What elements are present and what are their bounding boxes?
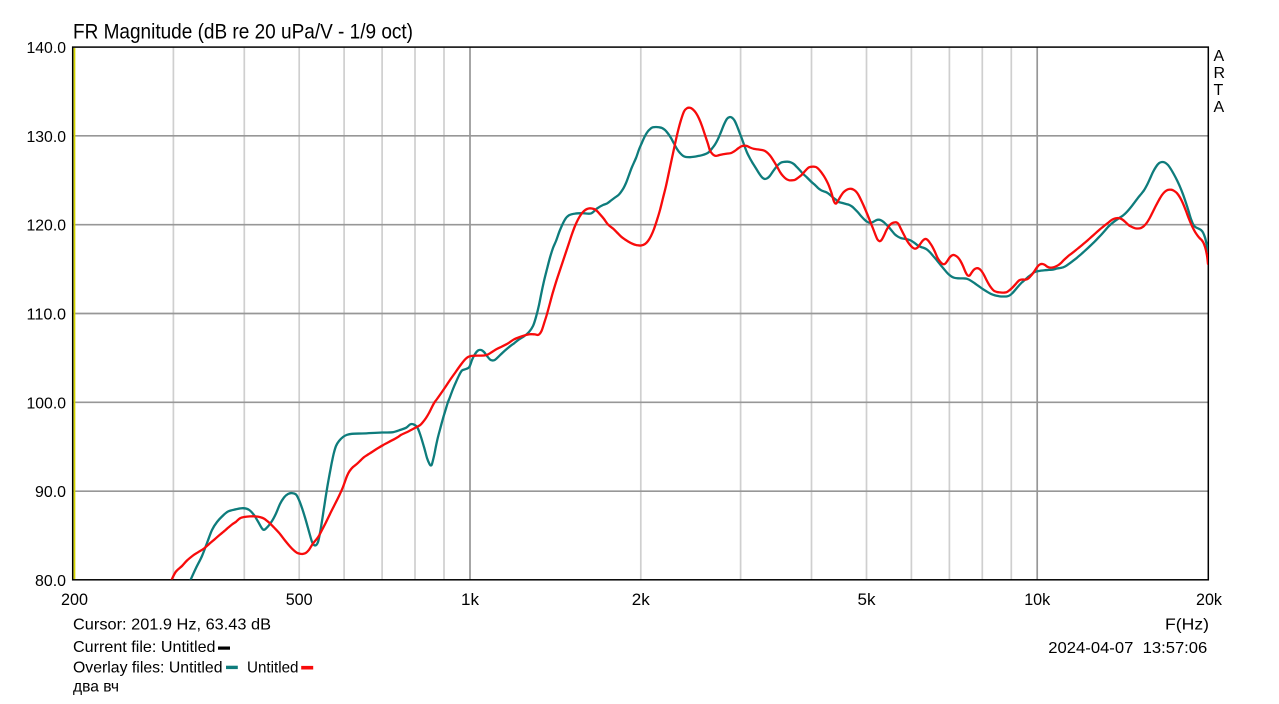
svg-text:100.0: 100.0	[27, 395, 67, 412]
svg-text:R: R	[1214, 65, 1226, 82]
svg-text:10k: 10k	[1024, 591, 1051, 609]
svg-text:130.0: 130.0	[27, 129, 67, 146]
svg-text:Overlay files: Untitled: Overlay files: Untitled	[73, 659, 223, 676]
svg-text:Cursor: 201.9 Hz, 63.43 dB: Cursor: 201.9 Hz, 63.43 dB	[73, 617, 271, 634]
svg-text:F(Hz): F(Hz)	[1165, 617, 1209, 634]
svg-text:T: T	[1214, 82, 1224, 99]
svg-text:Untitled: Untitled	[247, 659, 299, 676]
svg-text:Current file: Untitled: Current file: Untitled	[73, 639, 216, 656]
svg-text:500: 500	[286, 591, 313, 609]
svg-text:два вч: два вч	[73, 679, 119, 696]
svg-text:2k: 2k	[632, 591, 651, 609]
svg-text:20k: 20k	[1196, 591, 1223, 609]
svg-text:2024-04-07 13:57:06: 2024-04-07 13:57:06	[1048, 640, 1207, 657]
svg-text:A: A	[1214, 48, 1225, 65]
svg-text:110.0: 110.0	[27, 307, 67, 324]
svg-text:1k: 1k	[461, 591, 480, 609]
svg-text:200: 200	[61, 591, 88, 609]
svg-text:FR Magnitude (dB re 20 uPa/V -: FR Magnitude (dB re 20 uPa/V - 1/9 oct)	[73, 19, 413, 43]
svg-text:90.0: 90.0	[35, 484, 66, 501]
svg-text:5k: 5k	[858, 591, 877, 609]
svg-text:140.0: 140.0	[27, 40, 67, 57]
svg-text:120.0: 120.0	[27, 218, 67, 235]
svg-text:80.0: 80.0	[35, 573, 66, 590]
svg-text:A: A	[1214, 99, 1225, 116]
